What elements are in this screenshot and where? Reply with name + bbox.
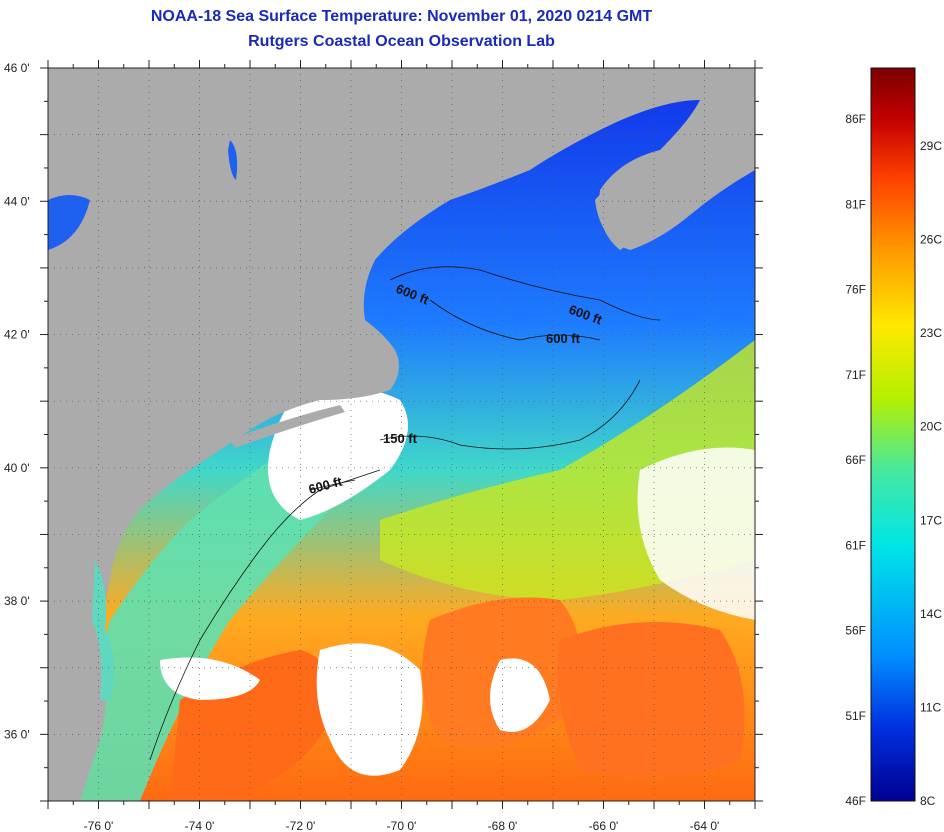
lat-tick-label: 46 0'	[4, 61, 30, 75]
shelf-water	[48, 440, 340, 801]
lat-tick-label: 42 0'	[4, 328, 30, 342]
lat-tick-label: 40 0'	[4, 461, 30, 475]
lon-tick-label: -66 0'	[589, 819, 619, 832]
warm-patch	[557, 622, 745, 778]
depth-label: 150 ft	[383, 431, 418, 446]
cloud-area	[316, 643, 423, 776]
cloud-area	[160, 657, 260, 700]
map-title: NOAA-18 Sea Surface Temperature: Novembe…	[150, 8, 653, 25]
inland-water	[228, 140, 238, 180]
inland-water	[48, 195, 90, 250]
lat-tick-label: 44 0'	[4, 194, 30, 208]
colorbar-f-label: 81F	[845, 197, 866, 211]
lat-tick-label: 38 0'	[4, 594, 30, 608]
lon-tick-label: -68 0'	[488, 819, 518, 832]
lon-tick-label: -76 0'	[84, 819, 114, 832]
map-subtitle: Rutgers Coastal Ocean Observation Lab	[248, 33, 555, 50]
colorbar-f-label: 56F	[845, 624, 866, 638]
colorbar-c-label: 8C	[920, 794, 936, 808]
colorbar-c-label: 29C	[920, 139, 942, 153]
colorbar-fahrenheit-labels: 86F 81F 76F 71F 66F 61F 56F 51F 46F	[845, 112, 866, 808]
colorbar-f-label: 51F	[845, 709, 866, 723]
colorbar-c-label: 23C	[920, 326, 942, 340]
colorbar-f-label: 71F	[845, 368, 866, 382]
lon-tick-label: -70 0'	[387, 819, 417, 832]
colorbar-c-label: 11C	[920, 700, 941, 714]
map-plot-area	[48, 68, 755, 801]
depth-label: 600 ft	[546, 331, 581, 346]
lon-tick-label: -72 0'	[286, 819, 316, 832]
cloud-area	[490, 658, 550, 732]
inland-water	[92, 560, 114, 700]
colorbar-f-label: 76F	[845, 283, 866, 297]
land-mass	[230, 405, 345, 448]
lat-axis-labels: 46 0' 44 0' 42 0' 40 0' 38 0' 36 0'	[4, 61, 30, 741]
lon-axis-labels: -76 0' -74 0' -72 0' -70 0' -68 0' -66 0' -64 …	[84, 819, 720, 832]
colorbar-c-label: 17C	[920, 513, 942, 527]
colorbar-c-label: 14C	[920, 607, 942, 621]
colorbar-f-label: 86F	[845, 112, 866, 126]
axis-ticks	[40, 60, 763, 809]
lon-tick-label: -64 0'	[690, 819, 720, 832]
colorbar-f-label: 66F	[845, 453, 866, 467]
lon-tick-label: -74 0'	[185, 819, 215, 832]
colorbar-c-label: 20C	[920, 420, 942, 434]
colorbar-c-label: 26C	[920, 233, 942, 247]
depth-contours	[149, 266, 661, 761]
land-mass	[595, 150, 755, 250]
lat-tick-label: 36 0'	[4, 727, 30, 741]
colorbar-celsius-labels: 29C 26C 23C 20C 17C 14C 11C 8C	[920, 139, 942, 808]
colorbar-f-label: 61F	[845, 538, 866, 552]
cloud-area	[637, 447, 755, 620]
colorbar-f-label: 46F	[845, 794, 866, 808]
land-mass	[48, 68, 755, 801]
colorbar	[870, 67, 916, 802]
